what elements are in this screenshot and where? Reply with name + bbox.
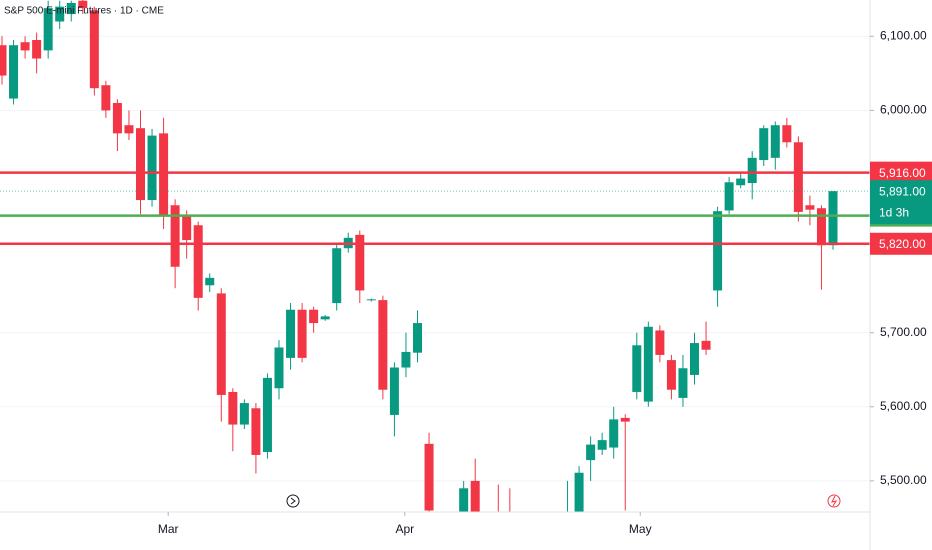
candle-body [182,215,192,241]
candle-body [574,472,584,512]
candle-body [216,293,226,395]
candle-body [713,211,723,291]
y-tick-label: 6,100.00 [880,28,927,42]
y-tick-label: 5,700.00 [880,325,927,339]
candle-body [586,444,596,461]
candle-body [89,10,99,89]
candle-body [747,157,757,184]
candle-body [736,178,746,186]
countdown-label: 1d 3h [879,205,909,219]
y-tick-label: 5,600.00 [880,399,927,413]
candle-body [413,323,422,353]
candle-body [332,248,342,304]
candle-body [759,128,769,161]
chart-title: S&P 500 E-mini Futures · 1D · CME [4,6,164,17]
candle-body [309,309,319,324]
candle-body [816,208,826,246]
y-tick-label: 5,500.00 [880,473,927,487]
candle-body [366,299,376,301]
candle-body [170,205,180,267]
candle-body [655,330,665,355]
x-tick-label: Mar [158,522,179,536]
candle-body [724,182,734,211]
candle-body [378,300,388,390]
candle-body [678,368,688,398]
candle-body [251,408,261,455]
candle-body [355,234,365,291]
candle-body [459,488,469,512]
candle-body [643,326,653,402]
candle-body [690,343,699,375]
x-tick-label: May [629,522,652,536]
level-price-box [870,232,932,255]
candle-body [793,142,803,212]
candle-body [401,351,411,368]
level-price-label: 5,820.00 [879,237,926,251]
candle-body [262,377,272,452]
candle-body [505,533,514,540]
candle-body [320,316,330,320]
x-tick-label: Apr [395,522,414,536]
candle-body [424,443,434,511]
candle-body [112,102,122,134]
candle-body [147,135,157,201]
candle-body [43,8,53,51]
candle-body [770,125,780,158]
candle-body [666,360,676,390]
dividend-icon[interactable] [827,494,841,508]
candle-body [20,42,30,51]
candle-body [632,345,642,392]
candle-body [805,205,815,210]
dividend-icon-flash [831,495,838,507]
candle-body [620,417,630,422]
level-price-box [870,161,932,184]
candle-body [228,391,238,425]
candle-body [193,225,203,298]
candle-body [159,133,169,216]
candle-body [389,367,399,415]
candle-body [286,309,296,358]
candle-body [205,277,215,286]
y-tick-label: 6,000.00 [880,103,927,117]
candle-body [470,480,480,512]
candle-body [609,419,619,448]
candle-body [597,440,607,450]
candle-body [239,403,249,425]
plot-area [0,0,870,540]
candle-body [701,340,711,350]
event-icon[interactable] [286,494,300,508]
candle-body [9,45,19,99]
last-price-box [870,180,932,225]
candle-body [0,45,7,76]
candle-body [563,525,572,532]
candle-body [66,2,76,15]
candle-body [136,128,145,201]
candle-body [55,6,65,22]
event-icon-arrow [290,497,296,505]
candle-body [78,0,88,9]
candle-body [782,125,792,143]
candle-body [494,533,503,540]
candle-body [101,85,111,111]
candle-body [297,309,307,358]
candle-body [828,191,838,246]
level-price-label: 5,916.00 [879,166,926,180]
last-price-label: 5,891.00 [879,184,926,198]
candle-body [124,125,134,134]
candle-body [32,40,42,59]
candle-body [274,347,284,389]
